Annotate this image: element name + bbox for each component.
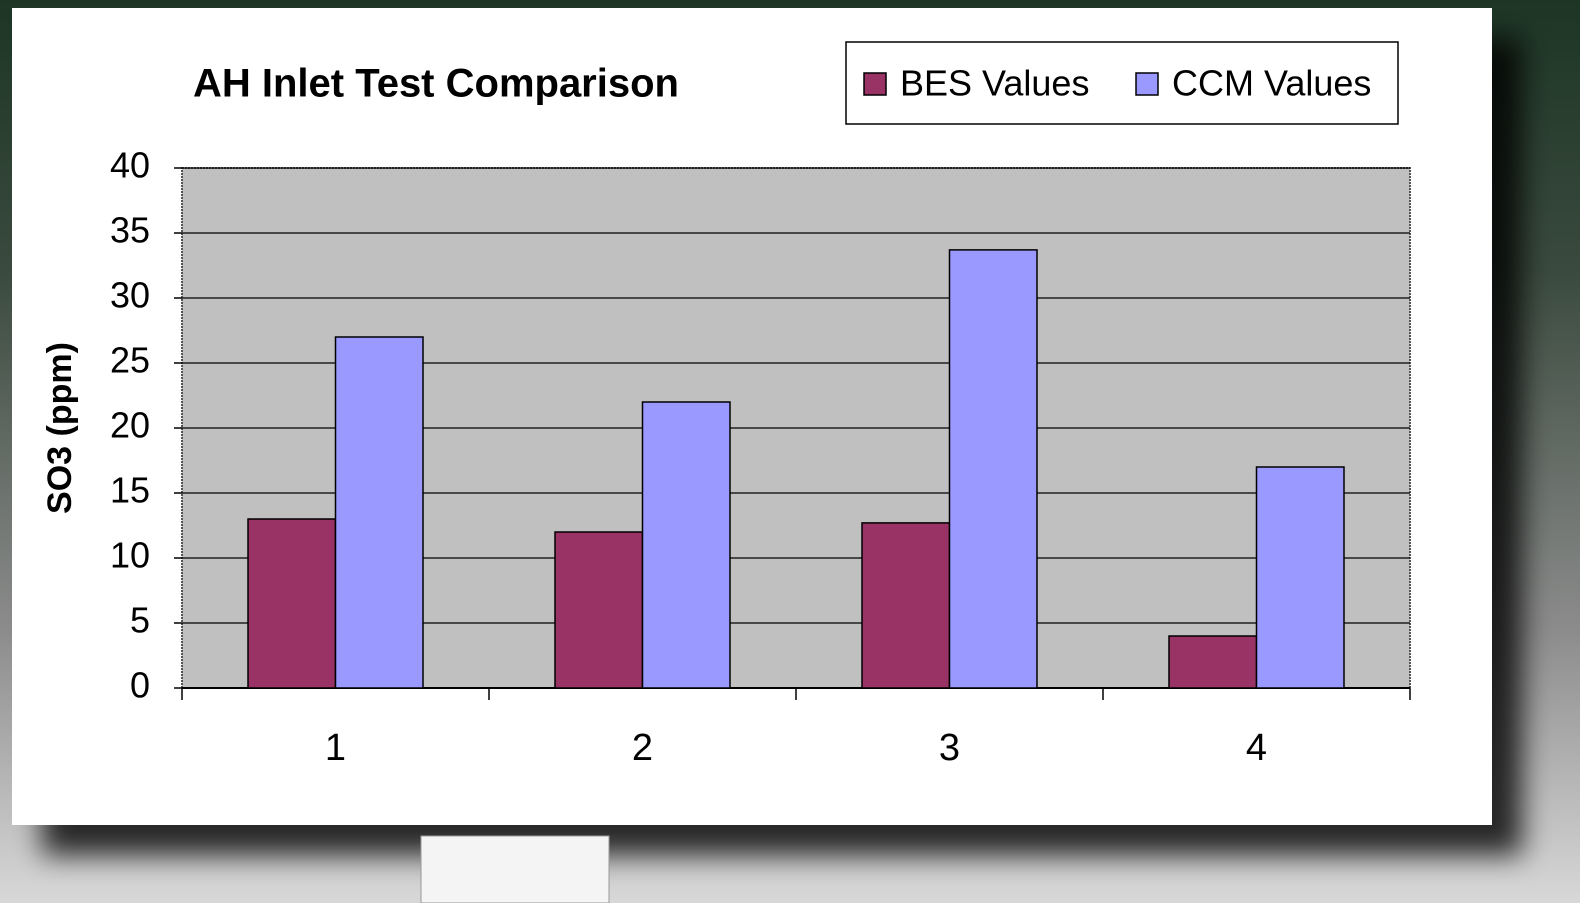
chart-title: AH Inlet Test Comparison [193,62,679,106]
y-tick-label: 40 [110,145,150,186]
bar [948,249,1038,689]
x-tick-label: 3 [939,727,960,769]
y-tick-label: 20 [110,405,150,446]
bar [1255,466,1345,689]
y-tick-label: 10 [110,535,150,576]
bar [334,336,424,689]
bar [247,518,337,689]
y-tick-label: 0 [130,665,150,706]
x-tick-label: 2 [632,727,653,769]
legend-swatch [863,72,887,96]
x-tick-label: 1 [325,727,346,769]
legend-swatch [1135,72,1159,96]
bar [641,401,731,689]
x-tick-label: 4 [1246,727,1267,769]
y-tick-label: 5 [130,600,150,641]
legend [845,41,1399,125]
y-axis-title: SO3 (ppm) [41,342,79,514]
y-tick-label: 35 [110,210,150,251]
y-tick-label: 15 [110,470,150,511]
y-tick-label: 25 [110,340,150,381]
y-tick-label: 30 [110,275,150,316]
legend-label: CCM Values [1172,63,1371,104]
bar [861,522,951,689]
bar [1168,635,1258,689]
thumbnail [420,835,610,903]
legend-label: BES Values [900,63,1089,104]
bar [554,531,644,689]
